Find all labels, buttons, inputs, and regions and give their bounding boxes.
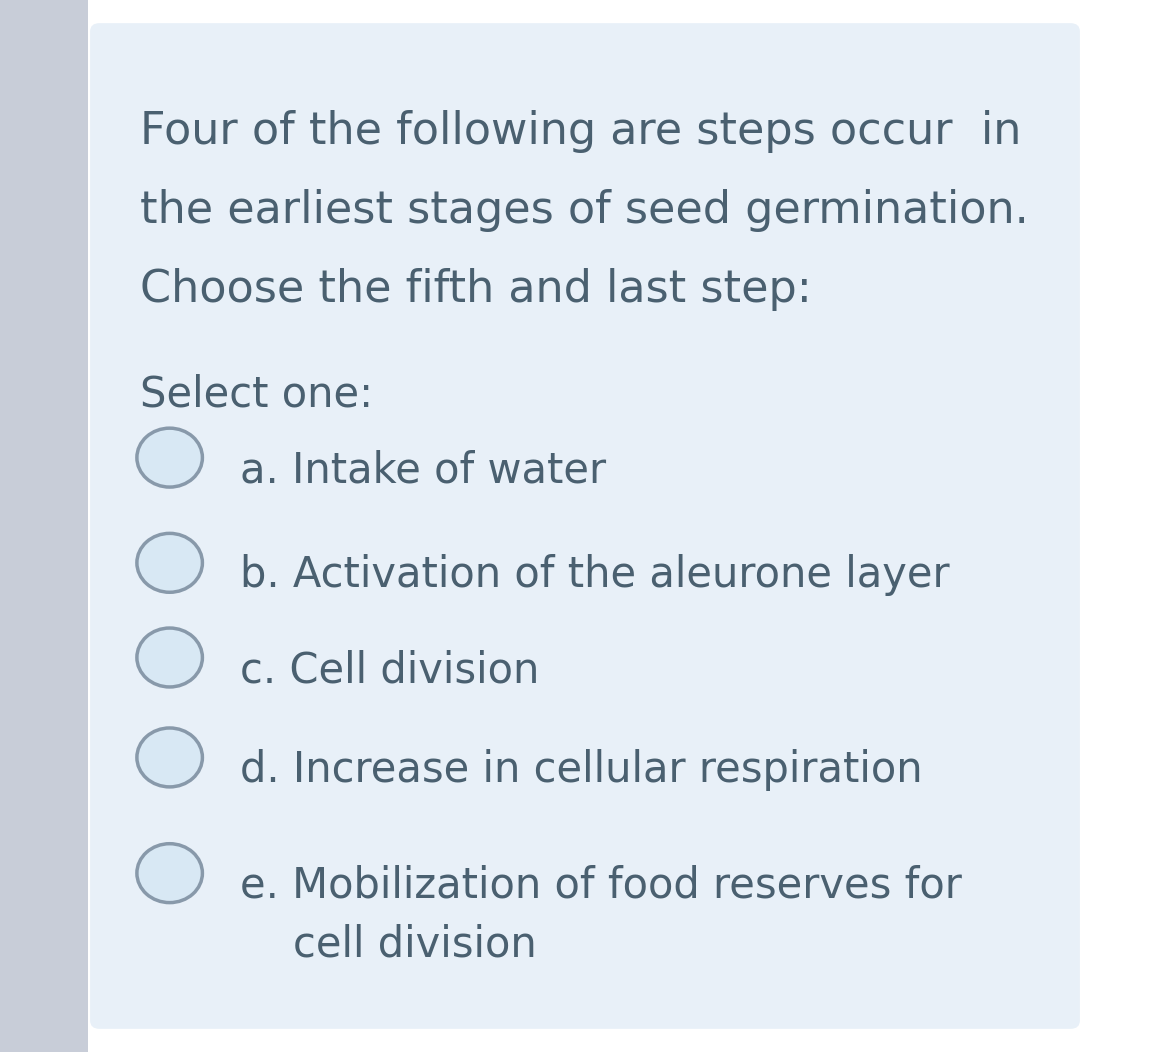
Text: Choose the fifth and last step:: Choose the fifth and last step:	[140, 268, 812, 311]
Text: a. Intake of water: a. Intake of water	[240, 449, 606, 491]
Circle shape	[137, 728, 202, 787]
Bar	[0, 0, 88, 1052]
Circle shape	[137, 844, 202, 903]
Text: d. Increase in cellular respiration: d. Increase in cellular respiration	[240, 749, 922, 791]
Text: b. Activation of the aleurone layer: b. Activation of the aleurone layer	[240, 554, 950, 596]
Text: Four of the following are steps occur  in: Four of the following are steps occur in	[140, 110, 1021, 154]
FancyBboxPatch shape	[90, 23, 1080, 1029]
Circle shape	[137, 428, 202, 487]
Text: e. Mobilization of food reserves for
    cell division: e. Mobilization of food reserves for cel…	[240, 865, 962, 966]
Circle shape	[137, 628, 202, 687]
Text: c. Cell division: c. Cell division	[240, 649, 539, 691]
Circle shape	[137, 533, 202, 592]
Text: Select one:: Select one:	[140, 373, 373, 416]
Text: the earliest stages of seed germination.: the earliest stages of seed germination.	[140, 189, 1030, 232]
